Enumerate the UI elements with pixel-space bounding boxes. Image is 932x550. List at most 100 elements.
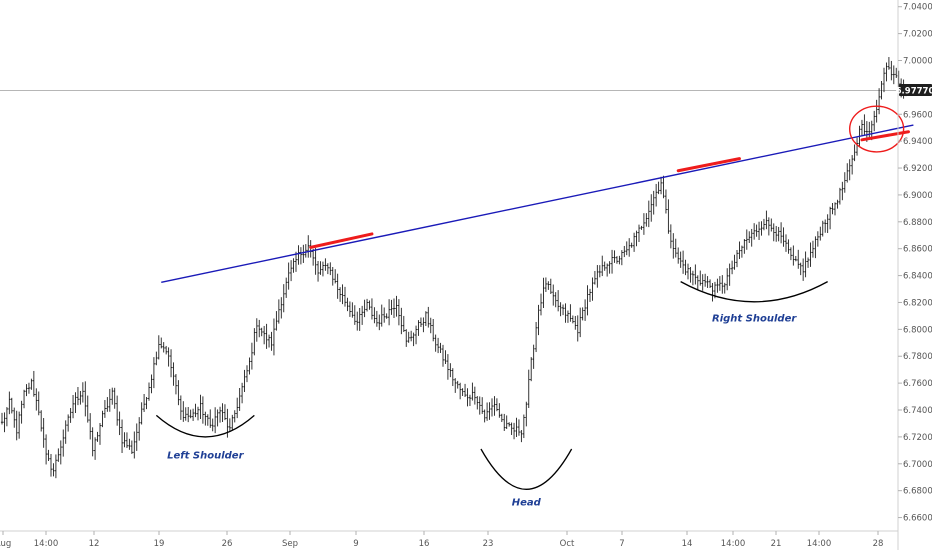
ohlc-bar <box>721 275 724 294</box>
y-tick-label: 7.00000 <box>903 56 932 66</box>
y-tick-label: 6.66000 <box>903 514 932 524</box>
ohlc-bar <box>91 427 94 457</box>
ohlc-bar <box>392 298 396 318</box>
ohlc-bar <box>882 67 886 93</box>
ohlc-bar <box>490 398 494 417</box>
ohlc-bar <box>422 317 425 333</box>
ohlc-bar <box>314 248 317 275</box>
ohlc-bar <box>292 258 295 273</box>
ohlc-bar <box>588 288 592 303</box>
ohlc-bar <box>74 392 77 413</box>
ohlc-bar <box>346 297 349 312</box>
ohlc-bar <box>831 202 834 215</box>
ohlc-bar <box>111 387 114 405</box>
ohlc-bar <box>792 245 795 266</box>
ohlc-bar <box>49 454 53 477</box>
ohlc-bar <box>18 411 21 439</box>
ohlc-bar <box>162 342 165 353</box>
ohlc-bar <box>880 81 883 100</box>
ohlc-bar <box>652 190 655 215</box>
ohlc-bar <box>809 242 812 267</box>
ohlc-bar <box>250 342 253 370</box>
ohlc-bar <box>532 344 535 369</box>
ohlc-bar <box>358 308 361 331</box>
ohlc-bar <box>118 411 121 436</box>
pattern-label: Right Shoulder <box>712 313 797 324</box>
ohlc-bar <box>147 382 151 401</box>
ohlc-bar <box>22 389 26 409</box>
ohlc-bar <box>669 224 672 249</box>
ohlc-bar <box>603 261 606 271</box>
ohlc-bar <box>241 382 244 404</box>
ohlc-bar <box>204 411 207 426</box>
ohlc-bar <box>544 277 547 292</box>
ohlc-bar <box>811 240 815 258</box>
ohlc-bar <box>767 217 770 236</box>
ohlc-bar <box>478 396 481 415</box>
ohlc-bar <box>762 218 766 231</box>
ohlc-bar <box>784 234 788 252</box>
ohlc-bar <box>802 258 805 281</box>
ohlc-bar <box>738 241 741 260</box>
ohlc-bar <box>566 310 570 323</box>
ohlc-bar <box>684 259 687 276</box>
ohlc-bar <box>368 300 371 310</box>
y-tick-label: 6.90000 <box>903 191 932 201</box>
ohlc-bar <box>157 335 160 360</box>
y-tick-label: 6.74000 <box>903 406 932 416</box>
ohlc-bar <box>647 200 650 228</box>
ohlc-bar <box>395 295 398 317</box>
ohlc-bar <box>201 396 204 424</box>
ohlc-bar <box>10 397 13 414</box>
ohlc-bar <box>505 415 508 430</box>
ohlc-bar <box>789 247 792 261</box>
ohlc-bar <box>414 325 418 345</box>
ohlc-bar <box>726 268 729 291</box>
ohlc-bar <box>150 374 153 394</box>
ohlc-bar <box>610 249 614 274</box>
ohlc-bar <box>383 307 386 323</box>
ohlc-bar <box>838 187 841 205</box>
ohlc-bar <box>243 369 246 393</box>
ohlc-bar <box>723 282 726 294</box>
ohlc-bar <box>699 270 702 286</box>
ohlc-bar <box>674 238 677 258</box>
ohlc-bar <box>466 388 469 407</box>
y-tick-label: 6.94000 <box>903 137 932 147</box>
ohlc-bar <box>481 397 484 414</box>
ohlc-bar <box>851 155 854 175</box>
ohlc-bar <box>155 351 158 366</box>
y-tick-label: 6.80000 <box>903 325 932 335</box>
ohlc-bar <box>677 247 680 264</box>
ohlc-bar <box>76 386 80 406</box>
ohlc-bar <box>277 299 280 324</box>
ohlc-bar <box>334 269 337 284</box>
ohlc-bar <box>214 407 217 434</box>
ohlc-bar <box>307 235 310 258</box>
ohlc-bar <box>650 194 653 222</box>
ohlc-bar <box>679 251 682 268</box>
ohlc-bar <box>735 250 739 268</box>
ohlc-bar <box>255 318 258 342</box>
ohlc-bar <box>427 306 430 328</box>
x-tick-label: 16 <box>419 539 430 549</box>
ohlc-bar <box>618 255 621 265</box>
ohlc-bar <box>510 422 513 435</box>
neckline-touch-highlight <box>309 232 374 249</box>
ohlc-bar <box>351 302 354 318</box>
ohlc-bar <box>444 350 447 364</box>
ohlc-bar <box>400 307 403 335</box>
ohlc-bar <box>576 315 579 342</box>
ohlc-bar <box>59 440 62 465</box>
ohlc-bar <box>593 270 596 285</box>
y-tick-label: 6.76000 <box>903 379 932 389</box>
ohlc-bar <box>468 394 472 407</box>
ohlc-bar <box>625 241 628 256</box>
ohlc-bar <box>892 65 895 85</box>
ohlc-bar <box>855 137 859 156</box>
ohlc-bar <box>500 413 503 423</box>
ohlc-bar <box>718 276 721 291</box>
ohlc-bar <box>682 250 685 274</box>
ohlc-bar <box>248 357 251 375</box>
ohlc-bar <box>608 261 611 274</box>
